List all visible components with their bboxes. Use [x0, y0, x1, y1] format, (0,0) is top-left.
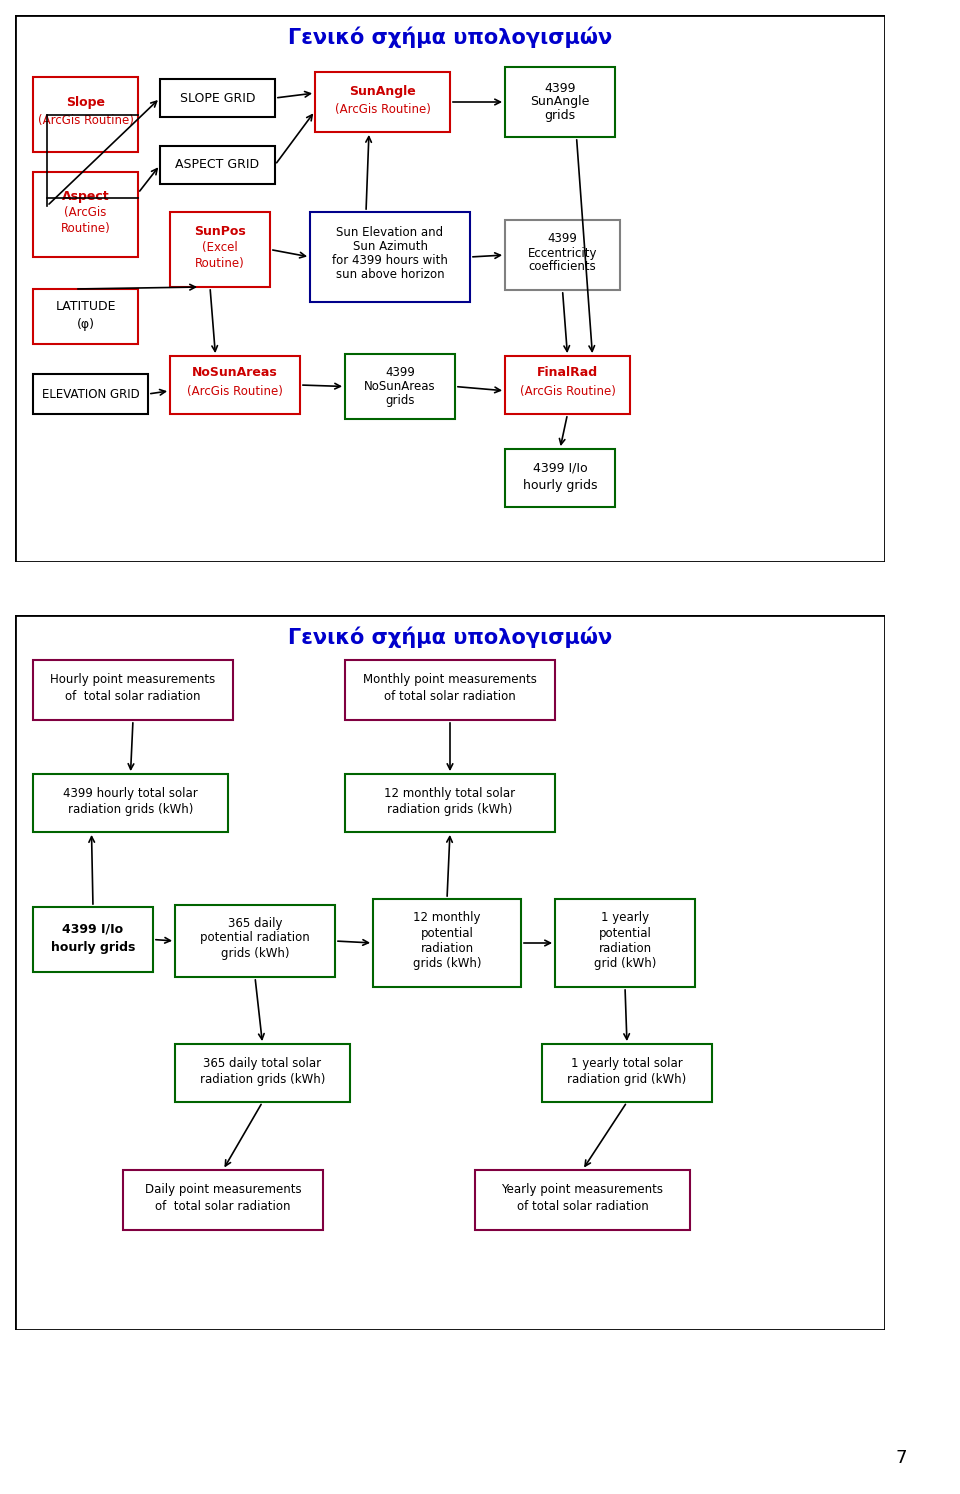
Text: 4399 I/Io: 4399 I/Io: [533, 462, 588, 475]
Text: ASPECT GRID: ASPECT GRID: [176, 158, 259, 172]
Text: of total solar radiation: of total solar radiation: [516, 1201, 648, 1213]
Text: potential: potential: [599, 926, 652, 940]
Text: radiation: radiation: [598, 941, 652, 955]
Bar: [505, 450, 615, 506]
Bar: [160, 146, 275, 184]
Text: of  total solar radiation: of total solar radiation: [65, 690, 201, 704]
Text: (Excel: (Excel: [203, 241, 238, 254]
Text: SLOPE GRID: SLOPE GRID: [180, 91, 255, 105]
Text: for 4399 hours with: for 4399 hours with: [332, 254, 448, 267]
Text: 12 monthly: 12 monthly: [413, 910, 481, 923]
Text: SunAngle: SunAngle: [530, 96, 589, 109]
Text: (ArcGis Routine): (ArcGis Routine): [37, 114, 133, 127]
Bar: [475, 1170, 690, 1230]
Text: (ArcGis Routine): (ArcGis Routine): [519, 384, 615, 397]
Text: potential: potential: [420, 926, 473, 940]
Bar: [33, 907, 153, 973]
Text: 365 daily total solar: 365 daily total solar: [204, 1056, 322, 1070]
Text: NoSunAreas: NoSunAreas: [192, 366, 277, 379]
Bar: [345, 660, 555, 720]
Text: Γενικό σχήμα υπολογισμών: Γενικό σχήμα υπολογισμών: [288, 27, 612, 48]
Text: 7: 7: [896, 1449, 907, 1467]
Text: Routine): Routine): [195, 257, 245, 270]
Bar: [345, 774, 555, 832]
Text: 4399: 4399: [547, 233, 577, 245]
Text: SunAngle: SunAngle: [349, 85, 416, 99]
Bar: [505, 220, 620, 290]
Text: grids (kWh): grids (kWh): [413, 956, 481, 970]
Bar: [373, 899, 521, 988]
Bar: [175, 1044, 350, 1103]
Text: 1 yearly: 1 yearly: [601, 910, 649, 923]
Text: hourly grids: hourly grids: [523, 480, 597, 493]
Bar: [505, 356, 630, 414]
Bar: [33, 288, 138, 344]
Bar: [33, 78, 138, 152]
Text: radiation grids (kWh): radiation grids (kWh): [387, 804, 513, 817]
Text: Hourly point measurements: Hourly point measurements: [50, 674, 216, 687]
Text: LATITUDE: LATITUDE: [56, 300, 116, 314]
Text: Monthly point measurements: Monthly point measurements: [363, 674, 537, 687]
Bar: [542, 1044, 712, 1103]
Text: Yearly point measurements: Yearly point measurements: [501, 1183, 663, 1197]
Text: 4399 hourly total solar: 4399 hourly total solar: [63, 786, 198, 799]
Text: (ArcGis: (ArcGis: [64, 206, 107, 220]
Bar: [33, 660, 233, 720]
Bar: [505, 67, 615, 137]
Text: Daily point measurements: Daily point measurements: [145, 1183, 301, 1197]
Text: radiation grids (kWh): radiation grids (kWh): [68, 804, 193, 817]
Bar: [160, 79, 275, 117]
Text: Γενικό σχήμα υπολογισμών: Γενικό σχήμα υπολογισμών: [288, 626, 612, 648]
Text: (ArcGis Routine): (ArcGis Routine): [187, 384, 283, 397]
Text: Sun Elevation and: Sun Elevation and: [336, 227, 444, 239]
Bar: [33, 172, 138, 257]
Text: Sun Azimuth: Sun Azimuth: [352, 241, 427, 254]
Text: 4399 I/Io: 4399 I/Io: [62, 923, 124, 937]
Text: hourly grids: hourly grids: [51, 941, 135, 955]
Text: Slope: Slope: [66, 96, 105, 109]
Bar: [345, 354, 455, 418]
Bar: [33, 774, 228, 832]
Text: potential radiation: potential radiation: [200, 931, 310, 944]
Text: sun above horizon: sun above horizon: [336, 269, 444, 281]
Bar: [33, 374, 148, 414]
Text: 365 daily: 365 daily: [228, 916, 282, 929]
Text: SunPos: SunPos: [194, 226, 246, 238]
Bar: [555, 899, 695, 988]
Bar: [123, 1170, 323, 1230]
Bar: [175, 905, 335, 977]
Bar: [315, 72, 450, 131]
Text: Eccentricity: Eccentricity: [528, 247, 597, 260]
Text: ELEVATION GRID: ELEVATION GRID: [41, 387, 139, 400]
Text: 1 yearly total solar: 1 yearly total solar: [571, 1056, 683, 1070]
Text: 4399: 4399: [544, 82, 576, 94]
Text: (ArcGis Routine): (ArcGis Routine): [335, 103, 430, 117]
Text: grids: grids: [385, 394, 415, 406]
Text: radiation grid (kWh): radiation grid (kWh): [567, 1074, 686, 1086]
Text: 4399: 4399: [385, 366, 415, 379]
Text: NoSunAreas: NoSunAreas: [364, 379, 436, 393]
Bar: [170, 356, 300, 414]
Text: grids (kWh): grids (kWh): [221, 947, 289, 959]
Text: of  total solar radiation: of total solar radiation: [156, 1201, 291, 1213]
Text: Routine): Routine): [60, 223, 110, 235]
Text: of total solar radiation: of total solar radiation: [384, 690, 516, 704]
Bar: [170, 212, 270, 287]
Text: grid (kWh): grid (kWh): [594, 956, 657, 970]
Text: Aspect: Aspect: [61, 190, 109, 203]
Text: radiation grids (kWh): radiation grids (kWh): [200, 1074, 325, 1086]
Text: 12 monthly total solar: 12 monthly total solar: [384, 786, 516, 799]
Text: grids: grids: [544, 109, 576, 123]
Text: radiation: radiation: [420, 941, 473, 955]
Bar: [310, 212, 470, 302]
Text: FinalRad: FinalRad: [537, 366, 598, 379]
Text: (φ): (φ): [77, 318, 94, 332]
Text: coefficients: coefficients: [529, 260, 596, 273]
